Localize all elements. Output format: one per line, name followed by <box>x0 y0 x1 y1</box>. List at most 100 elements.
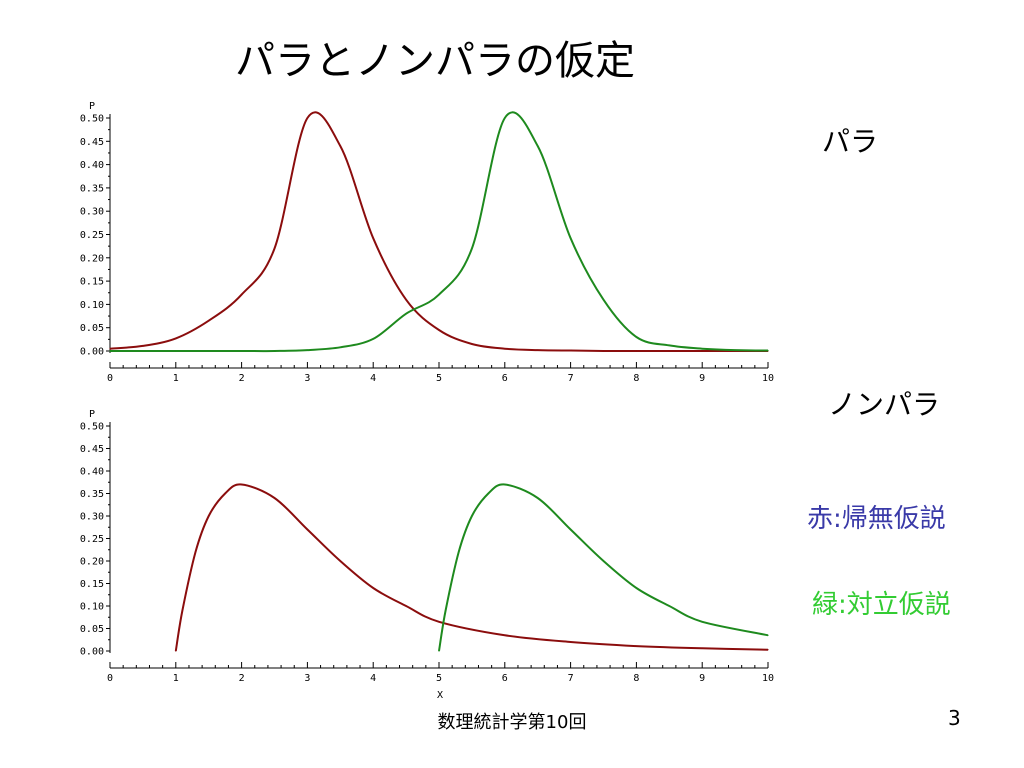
y-tick-label: 0.00 <box>80 647 104 658</box>
data-point <box>458 551 460 553</box>
data-point <box>668 350 670 352</box>
data-point <box>504 483 506 486</box>
y-tick-label: 0.20 <box>80 253 104 264</box>
x-tick-label: 5 <box>436 373 442 384</box>
data-point <box>339 346 341 348</box>
data-point <box>372 338 374 340</box>
data-point <box>734 349 736 351</box>
null-hypothesis-curve <box>174 483 769 652</box>
data-point <box>767 634 769 636</box>
data-point <box>701 350 703 352</box>
y-tick-label: 0.10 <box>80 300 104 311</box>
data-point <box>767 649 769 651</box>
data-point <box>306 528 308 531</box>
data-point <box>405 299 407 301</box>
x-tick-label: 4 <box>370 673 376 684</box>
data-point <box>208 350 210 352</box>
y-tick-label: 0.45 <box>80 444 104 455</box>
x-tick-label: 10 <box>762 373 774 384</box>
x-tick-label: 9 <box>699 373 705 384</box>
data-point <box>224 492 226 495</box>
data-point <box>181 609 183 612</box>
x-tick-label: 7 <box>568 373 574 384</box>
page-number: 3 <box>948 706 961 730</box>
y-tick-label: 0.40 <box>80 160 104 171</box>
x-tick-label: 4 <box>370 373 376 384</box>
data-point <box>602 350 605 352</box>
x-tick-label: 10 <box>762 673 774 684</box>
data-point <box>471 343 473 345</box>
data-point <box>175 650 177 652</box>
y-tick-label: 0.35 <box>80 183 104 194</box>
data-point <box>339 145 341 147</box>
y-tick-label: 0.30 <box>80 207 104 218</box>
data-point <box>701 647 703 649</box>
data-point <box>306 117 308 119</box>
data-point <box>405 313 407 315</box>
y-tick-label: 0.45 <box>80 137 104 148</box>
data-point <box>175 337 177 339</box>
x-tick-label: 9 <box>699 673 705 684</box>
x-tick-label: 0 <box>107 373 113 384</box>
data-point <box>372 587 374 589</box>
data-point <box>635 645 638 647</box>
data-point <box>405 605 407 607</box>
y-tick-label: 0.50 <box>80 114 104 125</box>
data-point <box>273 497 276 499</box>
data-point <box>602 560 605 562</box>
data-point <box>471 247 473 250</box>
x-tick-label: 6 <box>502 673 508 684</box>
legend-alternative-hypothesis: 緑:対立仮説 <box>812 590 951 620</box>
data-point <box>273 247 276 250</box>
x-tick-label: 3 <box>304 673 310 684</box>
data-point <box>445 609 447 612</box>
x-axis-label: X <box>437 690 443 701</box>
data-point <box>767 349 769 352</box>
data-point <box>487 492 489 495</box>
data-point <box>109 348 111 350</box>
x-tick-label: 7 <box>568 673 574 684</box>
data-point <box>504 634 506 636</box>
data-point <box>635 350 638 352</box>
data-point <box>635 587 638 589</box>
data-point <box>306 349 308 351</box>
y-tick-label: 0.05 <box>80 323 104 334</box>
alternative-hypothesis-curve <box>109 111 769 353</box>
data-point <box>537 497 539 499</box>
data-point <box>570 349 572 352</box>
x-tick-label: 6 <box>502 373 508 384</box>
data-point <box>175 350 177 352</box>
y-tick-label: 0.25 <box>80 230 104 241</box>
x-tick-label: 8 <box>633 673 639 684</box>
data-point <box>701 348 703 350</box>
y-axis-label: P <box>89 409 95 420</box>
chart-nonparametric: P 0.00 0.05 0.10 0.15 0.20 0.25 0.30 0.35 0.40 0.4… <box>80 409 774 701</box>
data-point <box>241 483 243 486</box>
x-tick-label: 2 <box>239 673 245 684</box>
data-point <box>273 350 276 352</box>
data-point <box>208 320 210 322</box>
data-point <box>471 515 473 517</box>
slide-title: パラとノンパラの仮定 <box>235 38 635 84</box>
data-point <box>570 237 572 239</box>
data-point <box>537 349 539 351</box>
x-tick-label: 3 <box>304 373 310 384</box>
chart-parametric: P 0.00 0.05 0.10 0.15 0.20 0.25 0.30 0.35 0.40 0.4… <box>80 101 774 384</box>
x-tick-label: 0 <box>107 673 113 684</box>
data-point <box>372 237 374 239</box>
x-tick-label: 8 <box>633 373 639 384</box>
parametric-label: パラ <box>822 125 879 158</box>
x-tick-label: 1 <box>173 673 179 684</box>
data-point <box>208 515 210 517</box>
y-tick-label: 0.10 <box>80 602 104 613</box>
footer-course-title: 数理統計学第10回 <box>437 712 587 733</box>
y-tick-label: 0.05 <box>80 624 104 635</box>
data-point <box>438 621 440 623</box>
data-point <box>602 299 605 301</box>
data-point <box>701 621 703 623</box>
data-point <box>438 294 440 296</box>
data-point <box>194 551 197 553</box>
data-point <box>504 348 506 350</box>
y-tick-label: 0.50 <box>80 422 104 433</box>
x-tick-label: 5 <box>436 673 442 684</box>
